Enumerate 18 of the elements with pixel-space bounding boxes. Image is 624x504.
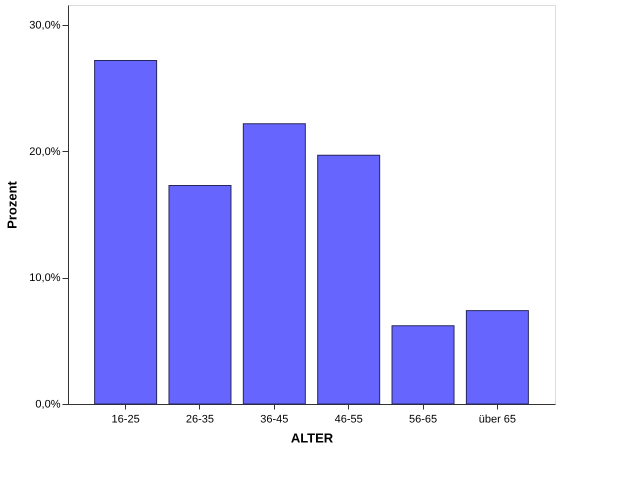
bar [466,310,529,404]
x-tick-label: über 65 [478,414,516,426]
y-tick-label: 10,0% [29,272,61,284]
x-tick-label: 36-45 [260,414,288,426]
x-tick-label: 26-35 [186,414,214,426]
bar [317,154,380,404]
x-tick-label: 56-65 [408,414,438,426]
bar [242,123,306,404]
bar [94,60,158,404]
bar [392,325,455,404]
x-axis-title: ALTER [290,430,334,446]
y-tick-label: 0,0% [35,398,61,410]
x-tick-label: 16-25 [112,414,140,426]
y-axis-title: Prozent [4,180,20,229]
y-tick-label: 30,0% [29,20,61,32]
y-tick-label: 20,0% [29,146,61,158]
x-tick-label: 46-55 [334,414,363,426]
bar [168,185,232,404]
